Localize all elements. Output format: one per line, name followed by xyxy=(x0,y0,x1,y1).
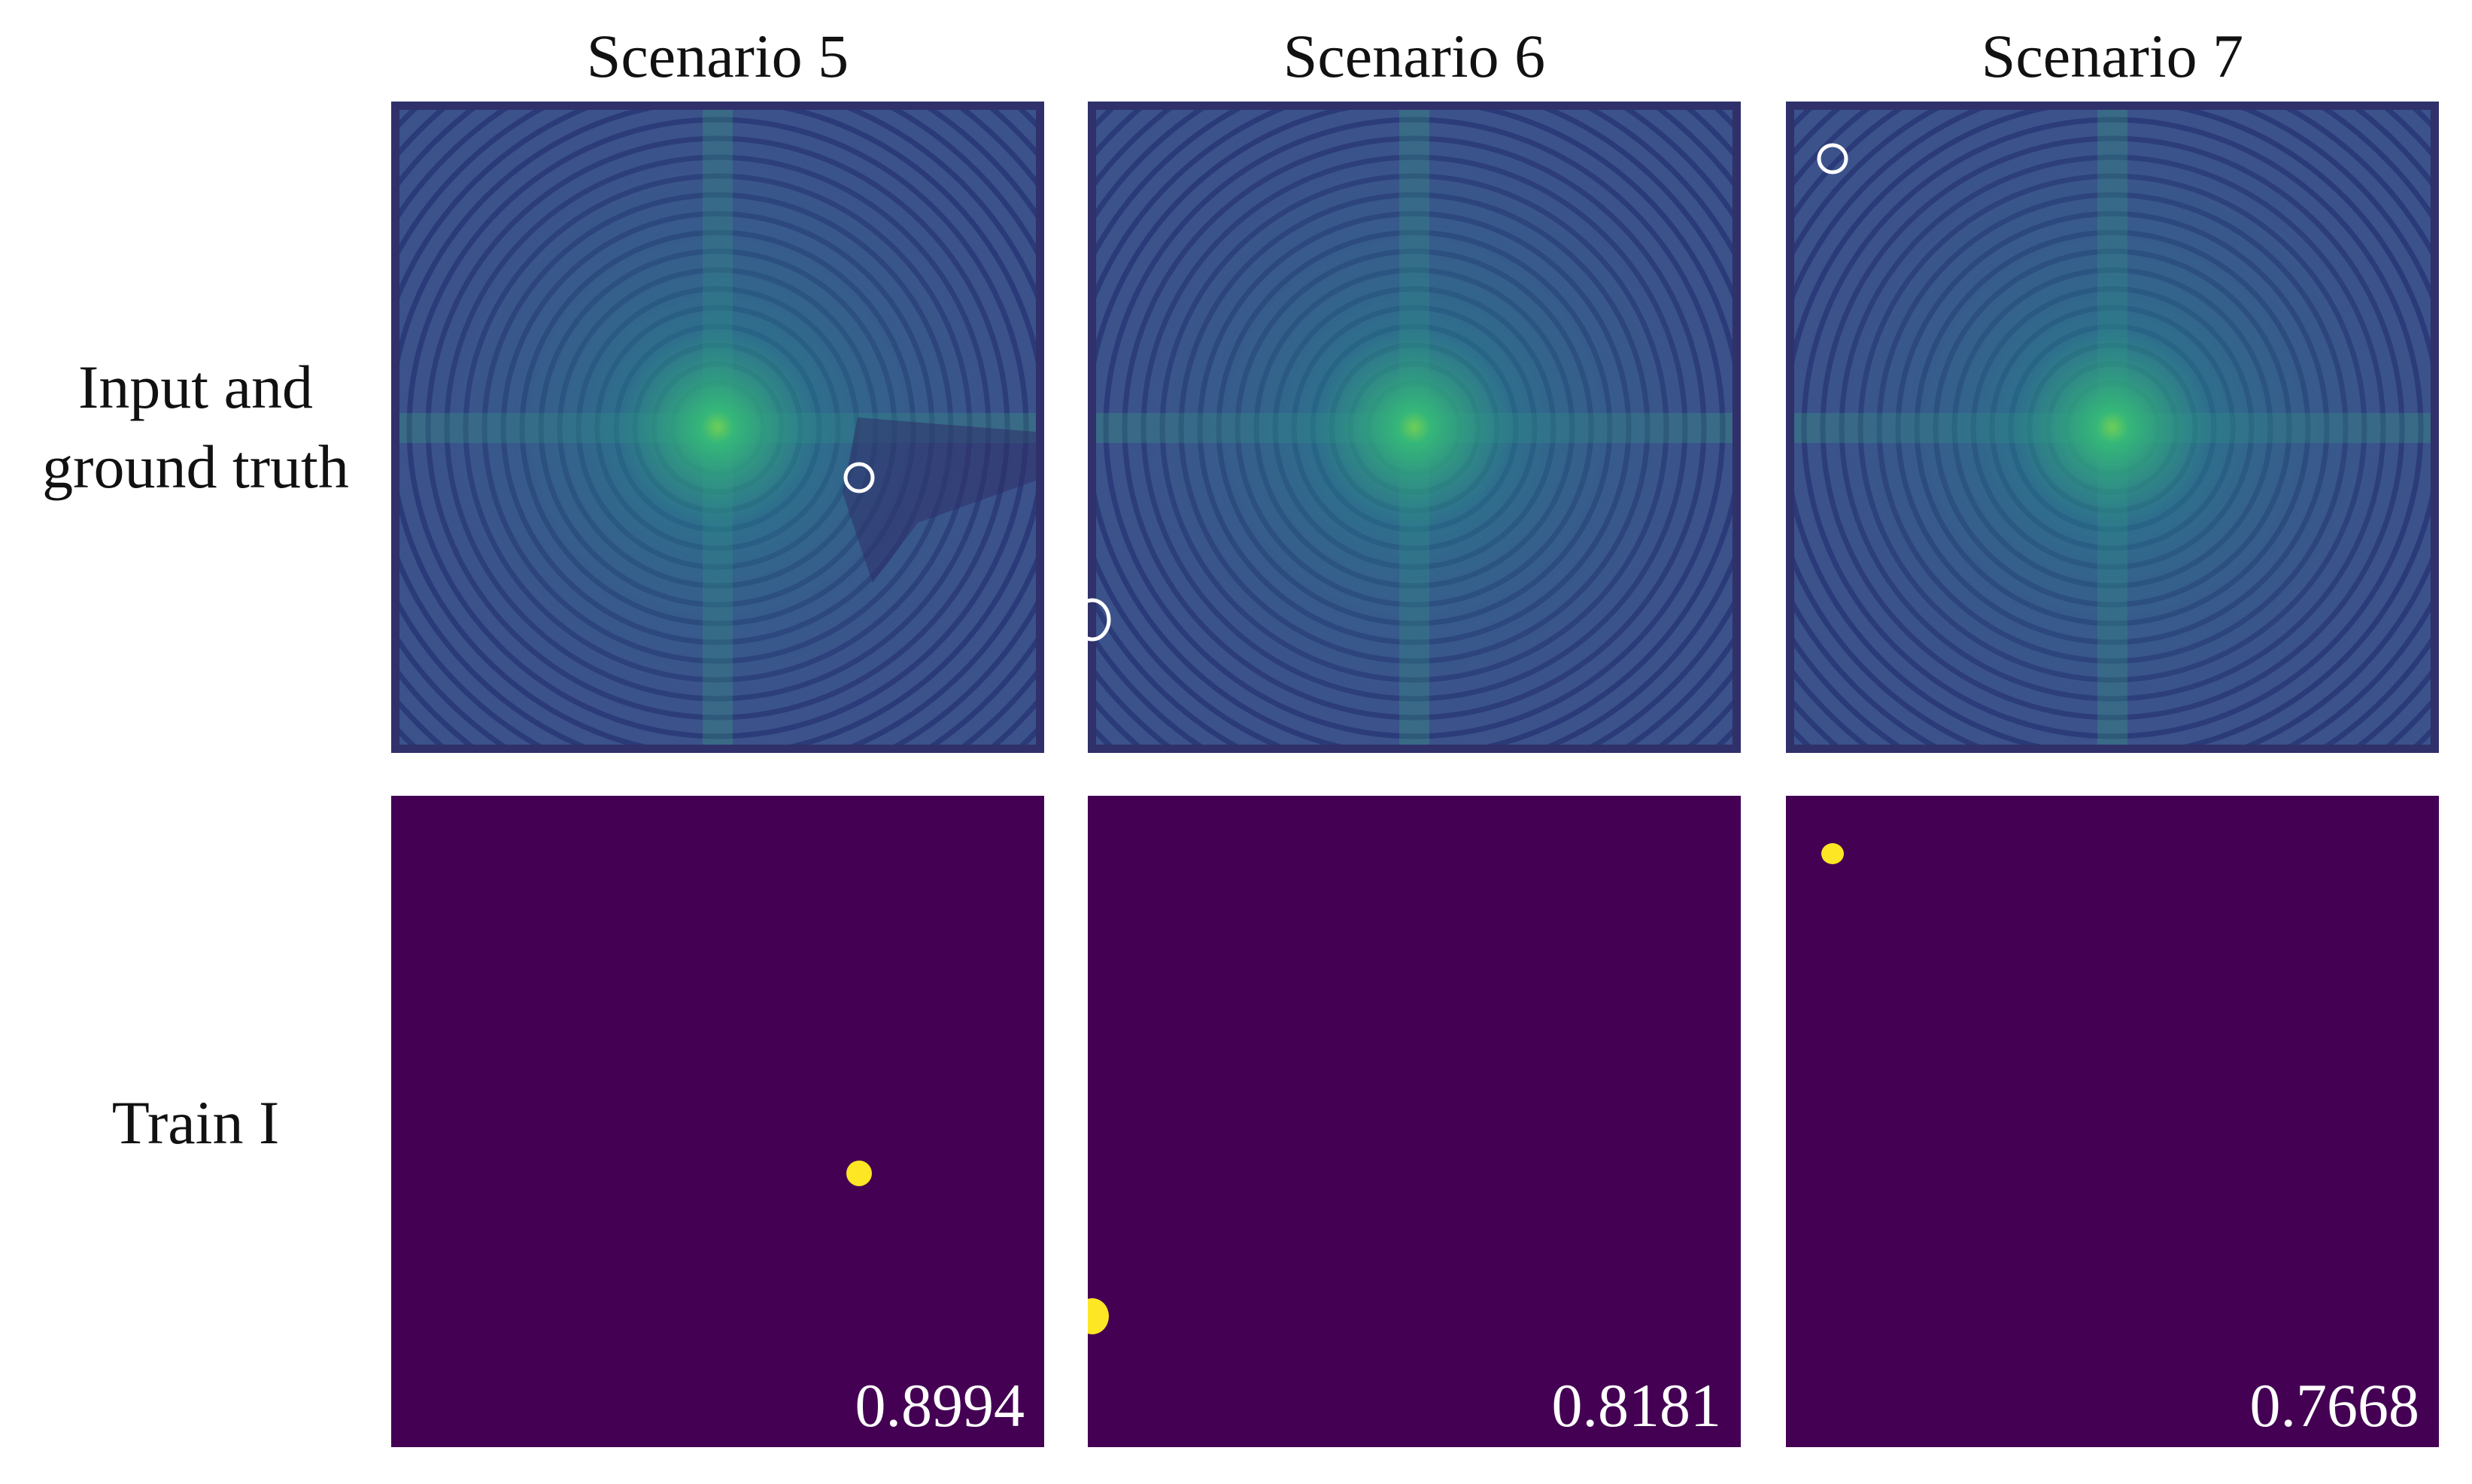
row-label-input-line1: Input and xyxy=(78,353,313,421)
predicted-blob xyxy=(1088,1298,1109,1334)
input-panel-scenario-7 xyxy=(1786,102,2439,753)
column-title-scenario-5: Scenario 5 xyxy=(586,22,849,90)
predicted-blob xyxy=(1821,843,1844,864)
prediction-mask-image xyxy=(1088,1298,1109,1334)
row-label-train: Train I xyxy=(111,1088,280,1157)
prediction-panel-scenario-6: 0.8181 xyxy=(1088,796,1741,1447)
ground-truth-circle xyxy=(1817,143,1848,174)
input-panel-scenario-6 xyxy=(1088,102,1741,753)
predicted-blob xyxy=(846,1161,872,1186)
column-title-scenario-6: Scenario 6 xyxy=(1283,22,1546,90)
prediction-panel-scenario-7: 0.7668 xyxy=(1786,796,2439,1447)
prediction-mask-image xyxy=(846,1161,872,1186)
score-scenario-6: 0.8181 xyxy=(1551,1371,1722,1440)
prediction-panel-scenario-5: 0.8994 xyxy=(391,796,1044,1447)
score-scenario-5: 0.8994 xyxy=(855,1371,1025,1440)
wave-field-image xyxy=(1786,102,2439,753)
wave-field-image xyxy=(1088,102,1741,753)
column-title-scenario-7: Scenario 7 xyxy=(1981,22,2244,90)
wave-field-image xyxy=(391,102,1044,753)
row-label-input: Input and ground truth xyxy=(0,347,391,507)
score-scenario-7: 0.7668 xyxy=(2249,1371,2420,1440)
prediction-mask-image xyxy=(1821,843,1844,864)
ground-truth-circle xyxy=(843,462,875,493)
input-panel-scenario-5 xyxy=(391,102,1044,753)
row-label-input-line2: ground truth xyxy=(42,432,349,501)
